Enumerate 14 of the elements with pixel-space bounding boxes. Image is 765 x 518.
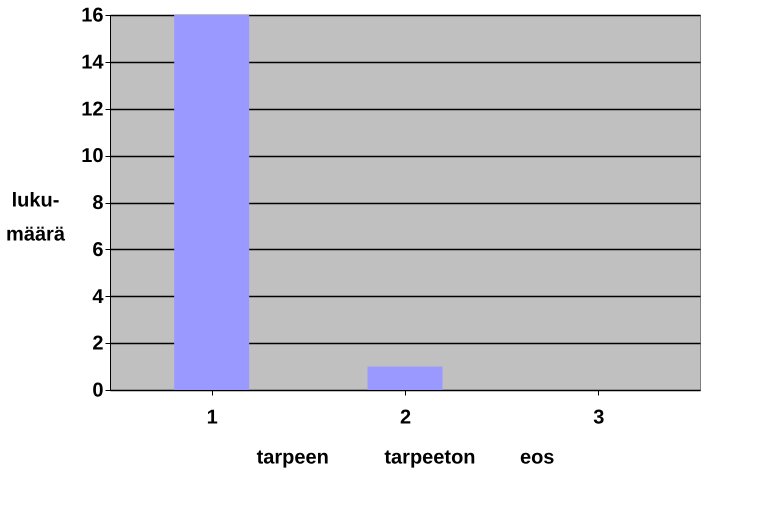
x-axis-title: tarpeen tarpeeton eos: [256, 446, 554, 468]
y-tick-label: 4: [92, 286, 104, 308]
y-tick-label: 8: [92, 192, 104, 214]
x-tick-label: 1: [206, 406, 218, 428]
x-tick-label: 2: [400, 406, 412, 428]
y-tick-label: 12: [81, 98, 104, 120]
y-tick-label: 16: [81, 4, 104, 26]
y-axis-title: luku- määrä: [6, 190, 66, 246]
x-tick-label: 3: [593, 406, 604, 428]
y-tick-label: 6: [92, 238, 104, 261]
y-tick-label: 0: [92, 380, 104, 402]
y-tick-label: 2: [92, 332, 104, 355]
y-tick-label: 14: [81, 51, 104, 74]
y-tick-label: 10: [81, 145, 104, 168]
